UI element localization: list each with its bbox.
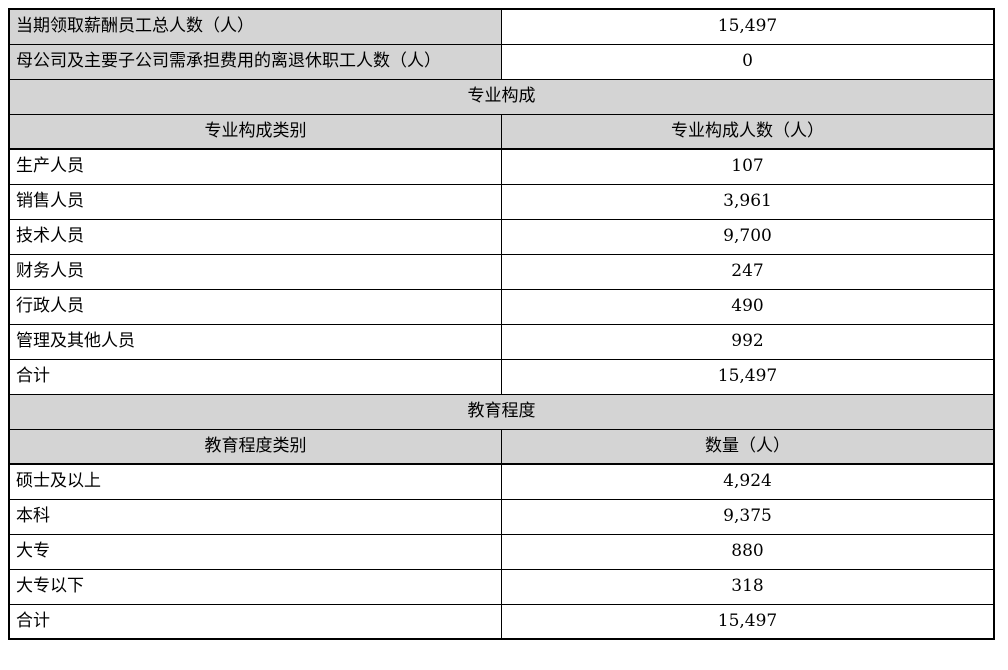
row-value: 15,497 bbox=[501, 8, 995, 45]
row-label: 大专 bbox=[8, 533, 502, 570]
row-value: 4,924 bbox=[501, 463, 995, 500]
table-row: 生产人员 107 bbox=[8, 148, 995, 185]
row-label: 当期领取薪酬员工总人数（人） bbox=[8, 8, 502, 45]
column-header-row: 专业构成类别 专业构成人数（人） bbox=[8, 113, 995, 150]
table-row: 财务人员 247 bbox=[8, 253, 995, 290]
row-label: 硕士及以上 bbox=[8, 463, 502, 500]
row-value: 9,700 bbox=[501, 218, 995, 255]
row-value: 15,497 bbox=[501, 603, 995, 640]
row-label: 管理及其他人员 bbox=[8, 323, 502, 360]
employee-statistics-table: 当期领取薪酬员工总人数（人） 15,497 母公司及主要子公司需承担费用的离退休… bbox=[8, 8, 995, 640]
table-row-total: 合计 15,497 bbox=[8, 603, 995, 640]
table-row: 母公司及主要子公司需承担费用的离退休职工人数（人） 0 bbox=[8, 43, 995, 80]
row-value: 107 bbox=[501, 148, 995, 185]
table-row: 本科 9,375 bbox=[8, 498, 995, 535]
row-value: 880 bbox=[501, 533, 995, 570]
row-value: 318 bbox=[501, 568, 995, 605]
table-row: 销售人员 3,961 bbox=[8, 183, 995, 220]
row-value: 3,961 bbox=[501, 183, 995, 220]
row-value: 490 bbox=[501, 288, 995, 325]
section-title: 教育程度 bbox=[8, 393, 995, 430]
section-title-row: 专业构成 bbox=[8, 78, 995, 115]
column-header-row: 教育程度类别 数量（人） bbox=[8, 428, 995, 465]
row-label: 合计 bbox=[8, 358, 502, 395]
row-label: 母公司及主要子公司需承担费用的离退休职工人数（人） bbox=[8, 43, 502, 80]
table-row: 硕士及以上 4,924 bbox=[8, 463, 995, 500]
column-header: 专业构成类别 bbox=[8, 113, 502, 150]
table-row: 技术人员 9,700 bbox=[8, 218, 995, 255]
column-header: 专业构成人数（人） bbox=[501, 113, 995, 150]
row-label: 合计 bbox=[8, 603, 502, 640]
section-title-row: 教育程度 bbox=[8, 393, 995, 430]
table-row: 大专以下 318 bbox=[8, 568, 995, 605]
table-row-total: 合计 15,497 bbox=[8, 358, 995, 395]
row-label: 生产人员 bbox=[8, 148, 502, 185]
row-value: 992 bbox=[501, 323, 995, 360]
row-value: 0 bbox=[501, 43, 995, 80]
row-value: 247 bbox=[501, 253, 995, 290]
table-row: 大专 880 bbox=[8, 533, 995, 570]
row-label: 技术人员 bbox=[8, 218, 502, 255]
table-row: 行政人员 490 bbox=[8, 288, 995, 325]
row-value: 9,375 bbox=[501, 498, 995, 535]
row-label: 财务人员 bbox=[8, 253, 502, 290]
table-row: 管理及其他人员 992 bbox=[8, 323, 995, 360]
row-label: 行政人员 bbox=[8, 288, 502, 325]
row-label: 销售人员 bbox=[8, 183, 502, 220]
section-title: 专业构成 bbox=[8, 78, 995, 115]
column-header: 教育程度类别 bbox=[8, 428, 502, 465]
row-value: 15,497 bbox=[501, 358, 995, 395]
row-label: 大专以下 bbox=[8, 568, 502, 605]
row-label: 本科 bbox=[8, 498, 502, 535]
column-header: 数量（人） bbox=[501, 428, 995, 465]
table-row: 当期领取薪酬员工总人数（人） 15,497 bbox=[8, 8, 995, 45]
